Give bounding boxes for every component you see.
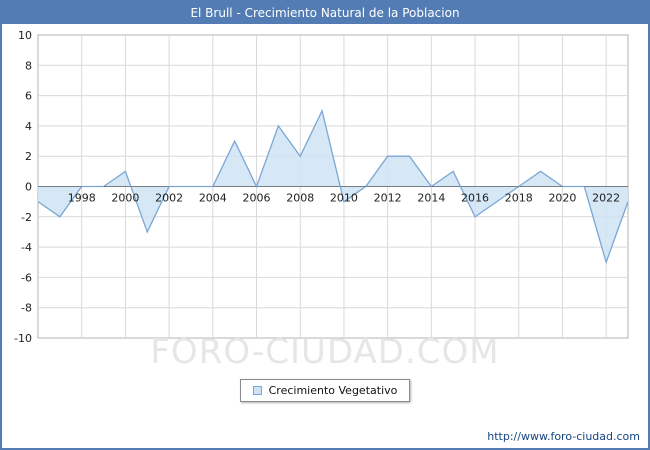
svg-text:0: 0 (25, 181, 32, 194)
svg-text:-8: -8 (21, 302, 32, 315)
svg-text:2000: 2000 (111, 192, 139, 205)
svg-text:2018: 2018 (505, 192, 533, 205)
svg-text:2020: 2020 (548, 192, 576, 205)
svg-text:2002: 2002 (155, 192, 183, 205)
svg-text:2014: 2014 (417, 192, 445, 205)
svg-text:4: 4 (25, 120, 32, 133)
svg-text:10: 10 (18, 29, 32, 42)
svg-text:2010: 2010 (330, 192, 358, 205)
legend-row: Crecimiento Vegetativo (2, 379, 648, 402)
chart-container: -10 -8 -6 -4 -2 0 2 4 6 8 10 1998 2000 2002 2004 2006 20… (2, 24, 648, 376)
svg-text:-2: -2 (21, 211, 32, 224)
chart-svg: -10 -8 -6 -4 -2 0 2 4 6 8 10 1998 2000 2002 2004 2006 20… (14, 29, 629, 345)
page-title: El Brull - Crecimiento Natural de la Pob… (190, 6, 460, 20)
svg-text:-10: -10 (14, 332, 32, 345)
svg-text:2012: 2012 (374, 192, 402, 205)
svg-text:-4: -4 (21, 241, 32, 254)
svg-text:2: 2 (25, 150, 32, 163)
svg-text:2004: 2004 (199, 192, 227, 205)
footer-url-link[interactable]: http://www.foro-ciudad.com (487, 430, 640, 443)
svg-text:8: 8 (25, 59, 32, 72)
svg-text:2006: 2006 (243, 192, 271, 205)
legend-label: Crecimiento Vegetativo (268, 384, 398, 397)
svg-text:6: 6 (25, 90, 32, 103)
legend-box: Crecimiento Vegetativo (239, 379, 411, 402)
svg-text:-6: -6 (21, 271, 32, 284)
svg-text:1998: 1998 (68, 192, 96, 205)
svg-text:2008: 2008 (286, 192, 314, 205)
footer: http://www.foro-ciudad.com (487, 430, 640, 443)
legend-swatch-icon (252, 386, 262, 395)
svg-text:2022: 2022 (592, 192, 620, 205)
svg-text:2016: 2016 (461, 192, 489, 205)
title-bar: El Brull - Crecimiento Natural de la Pob… (2, 2, 648, 24)
